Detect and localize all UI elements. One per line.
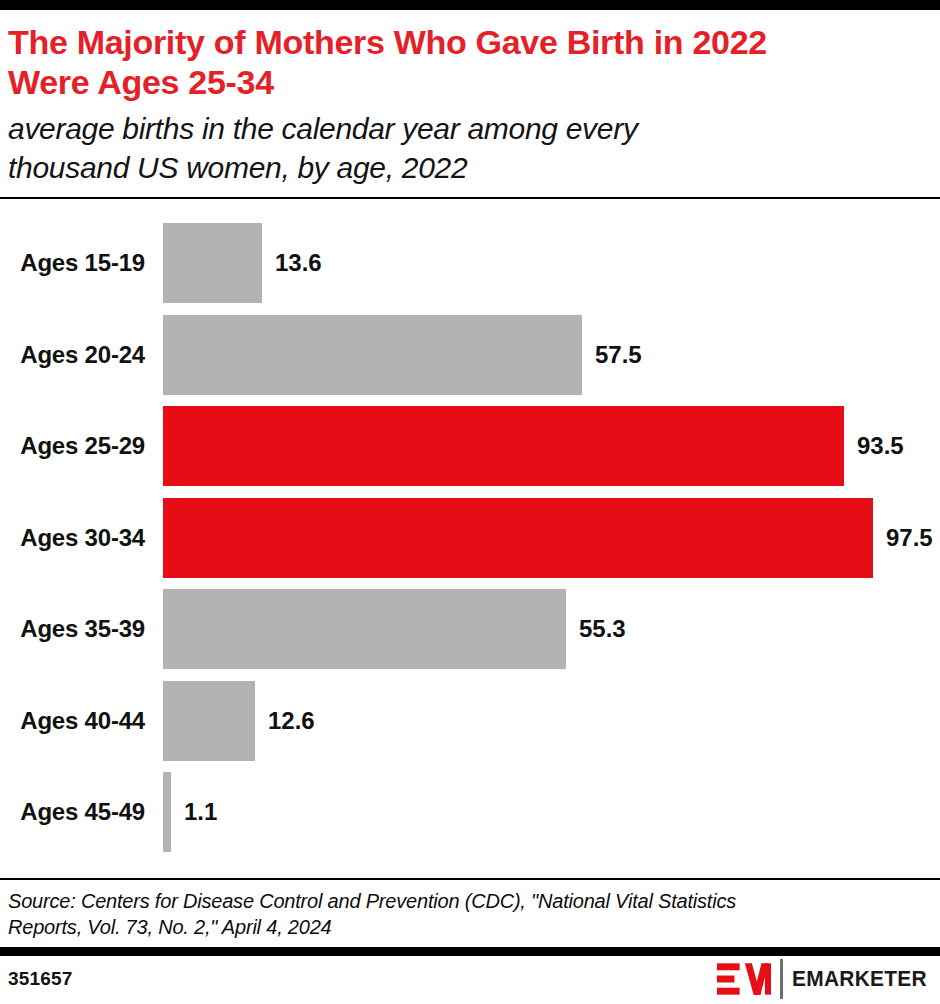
value-label: 57.5: [595, 341, 642, 369]
chart-row: Ages 45-49 1.1: [0, 772, 940, 852]
emarketer-logo: EMARKETER: [717, 959, 934, 999]
bar: [163, 315, 582, 395]
bar: [163, 406, 844, 486]
logo-divider-icon: [780, 959, 783, 999]
value-label: 12.6: [268, 707, 315, 735]
value-label: 97.5: [886, 524, 933, 552]
category-label: Ages 45-49: [0, 798, 145, 826]
chart-row: Ages 35-39 55.3: [0, 589, 940, 669]
value-label: 93.5: [857, 432, 904, 460]
category-label: Ages 15-19: [0, 249, 145, 277]
top-accent-bar: [0, 0, 940, 10]
category-label: Ages 25-29: [0, 432, 145, 460]
chart-footer: 351657 EMARKETER: [0, 956, 940, 1001]
bar: [163, 681, 255, 761]
category-label: Ages 35-39: [0, 615, 145, 643]
chart-row: Ages 30-34 97.5: [0, 498, 940, 578]
chart-row: Ages 40-44 12.6: [0, 681, 940, 761]
em-logo-icon: [717, 959, 771, 999]
chart-row: Ages 25-29 93.5: [0, 406, 940, 486]
chart-row: Ages 20-24 57.5: [0, 315, 940, 395]
chart-header: The Majority of Mothers Who Gave Birth i…: [0, 10, 940, 187]
source-note: Source: Centers for Disease Control and …: [0, 880, 940, 947]
bottom-accent-bar: [0, 947, 940, 956]
chart-page: The Majority of Mothers Who Gave Birth i…: [0, 0, 940, 1004]
chart-subtitle: average births in the calendar year amon…: [8, 109, 932, 187]
category-label: Ages 30-34: [0, 524, 145, 552]
value-label: 13.6: [275, 249, 322, 277]
bar-chart: Ages 15-19 13.6 Ages 20-24 57.5 Ages 25-…: [0, 199, 940, 878]
value-label: 1.1: [184, 798, 217, 826]
brand-name: EMARKETER: [792, 966, 927, 992]
value-label: 55.3: [579, 615, 626, 643]
bar: [163, 589, 566, 669]
chart-row: Ages 15-19 13.6: [0, 223, 940, 303]
chart-id: 351657: [8, 968, 73, 990]
bar: [163, 772, 171, 852]
chart-title: The Majority of Mothers Who Gave Birth i…: [8, 22, 932, 102]
category-label: Ages 20-24: [0, 341, 145, 369]
category-label: Ages 40-44: [0, 707, 145, 735]
bar: [163, 223, 262, 303]
bar: [163, 498, 873, 578]
